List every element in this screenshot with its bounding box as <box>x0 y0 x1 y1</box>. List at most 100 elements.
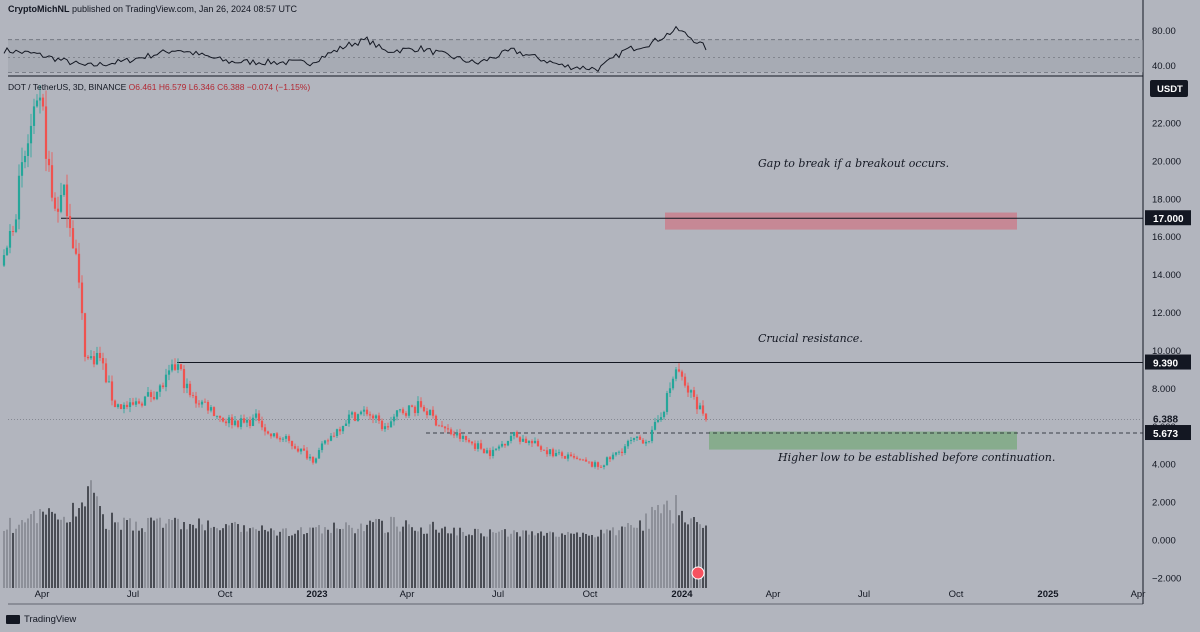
candle-body-166 <box>500 443 504 447</box>
price-tick-label: 0.000 <box>1152 536 1176 547</box>
volume-bar-158 <box>477 528 479 588</box>
volume-bar-119 <box>360 523 362 588</box>
candle-body-183 <box>551 449 555 457</box>
volume-bar-206 <box>621 526 623 588</box>
candle-body-41 <box>125 404 129 408</box>
candle-body-168 <box>506 440 510 446</box>
volume-bar-31 <box>96 496 98 588</box>
volume-bar-233 <box>702 527 704 588</box>
volume-bar-156 <box>471 535 473 588</box>
candle-body-11 <box>35 100 39 107</box>
volume-bar-151 <box>456 535 458 588</box>
candle-body-224 <box>674 369 678 379</box>
candle-body-116 <box>350 412 354 415</box>
volume-bar-89 <box>270 528 272 588</box>
candle-body-158 <box>476 443 480 449</box>
candle-body-173 <box>521 438 525 442</box>
candle-body-82 <box>248 420 252 426</box>
volume-bar-66 <box>201 524 203 588</box>
author-name[interactable]: CryptoMichNL <box>8 4 70 14</box>
candle-body-60 <box>182 369 186 389</box>
volume-bar-184 <box>555 536 557 588</box>
volume-bar-131 <box>396 526 398 588</box>
candle-body-212 <box>638 436 642 440</box>
candle-body-215 <box>647 441 651 442</box>
candle-body-8 <box>26 143 30 157</box>
tradingview-logo[interactable]: TradingView <box>6 614 76 625</box>
volume-bar-165 <box>498 531 500 588</box>
candle-body-225 <box>677 369 681 372</box>
candle-body-7 <box>23 156 27 163</box>
candle-body-162 <box>488 450 492 456</box>
volume-bar-69 <box>210 527 212 588</box>
volume-bar-174 <box>525 530 527 588</box>
candle-body-178 <box>536 440 540 447</box>
candle-body-66 <box>200 401 204 405</box>
volume-bar-40 <box>123 517 125 588</box>
candle-body-24 <box>74 248 78 254</box>
candle-body-159 <box>479 443 483 449</box>
volume-bar-163 <box>492 532 494 588</box>
candle-body-139 <box>419 401 423 407</box>
candle-body-145 <box>437 425 441 427</box>
candle-body-152 <box>458 433 462 439</box>
volume-bar-159 <box>480 533 482 588</box>
candle-body-63 <box>191 395 195 396</box>
volume-bar-50 <box>153 520 155 588</box>
volume-bar-200 <box>603 533 605 588</box>
candle-body-9 <box>29 125 33 144</box>
volume-bar-176 <box>531 531 533 588</box>
volume-bar-93 <box>282 528 284 588</box>
ohlc-open: O6.461 <box>128 82 157 92</box>
candle-body-67 <box>203 401 207 403</box>
volume-bar-101 <box>306 533 308 588</box>
rsi-band <box>8 39 1143 72</box>
ohlc-high: H6.579 <box>158 82 187 92</box>
candle-body-6 <box>20 162 24 176</box>
candle-body-157 <box>473 443 477 449</box>
candle-body-203 <box>611 454 615 460</box>
candle-body-77 <box>233 420 237 426</box>
candle-body-32 <box>98 352 102 359</box>
candle-body-5 <box>17 175 21 220</box>
volume-bar-104 <box>315 527 317 588</box>
rsi-tick-label: 80.00 <box>1152 26 1176 37</box>
time-tick-label: Apr <box>1131 589 1146 600</box>
price-tick-label: 18.000 <box>1152 194 1181 205</box>
volume-bar-141 <box>426 533 428 588</box>
volume-bar-168 <box>507 536 509 588</box>
candle-body-108 <box>326 440 330 442</box>
volume-bar-15 <box>48 508 50 588</box>
price-tick-label: 8.000 <box>1152 384 1176 395</box>
candle-body-187 <box>563 455 567 459</box>
volume-bar-120 <box>363 531 365 588</box>
candle-body-36 <box>110 381 114 401</box>
candle-body-30 <box>92 356 96 365</box>
volume-bar-122 <box>369 520 371 588</box>
candle-body-144 <box>434 415 438 426</box>
candle-body-167 <box>503 443 507 446</box>
candle-body-16 <box>50 165 54 198</box>
volume-bar-231 <box>696 522 698 588</box>
volume-bar-106 <box>321 533 323 588</box>
volume-bar-152 <box>459 527 461 588</box>
candle-body-75 <box>227 417 231 424</box>
candle-body-111 <box>335 429 339 437</box>
volume-bar-54 <box>165 523 167 588</box>
volume-bar-124 <box>375 518 377 588</box>
candle-body-38 <box>116 404 120 408</box>
symbol-label[interactable]: DOT / TetherUS, 3D, BINANCE <box>8 82 127 92</box>
candle-body-34 <box>104 363 108 383</box>
candle-body-35 <box>107 381 111 383</box>
candle-body-1 <box>5 247 9 256</box>
volume-bar-88 <box>267 531 269 588</box>
volume-bar-188 <box>567 531 569 588</box>
price-tick-label: 10.000 <box>1152 346 1181 357</box>
volume-bar-82 <box>249 528 251 588</box>
volume-bar-129 <box>390 516 392 588</box>
volume-bar-67 <box>204 530 206 588</box>
price-label-box <box>1145 354 1191 370</box>
volume-bar-169 <box>510 533 512 588</box>
candle-body-211 <box>635 436 639 438</box>
